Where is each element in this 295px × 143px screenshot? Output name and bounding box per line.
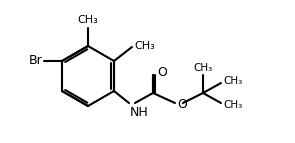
Text: O: O: [177, 99, 187, 112]
Text: CH₃: CH₃: [134, 41, 155, 51]
Text: O: O: [157, 66, 167, 80]
Text: CH₃: CH₃: [223, 76, 242, 86]
Text: CH₃: CH₃: [193, 63, 213, 73]
Text: CH₃: CH₃: [78, 15, 98, 25]
Text: Br: Br: [28, 54, 42, 67]
Text: NH: NH: [130, 106, 149, 119]
Text: CH₃: CH₃: [223, 100, 242, 110]
